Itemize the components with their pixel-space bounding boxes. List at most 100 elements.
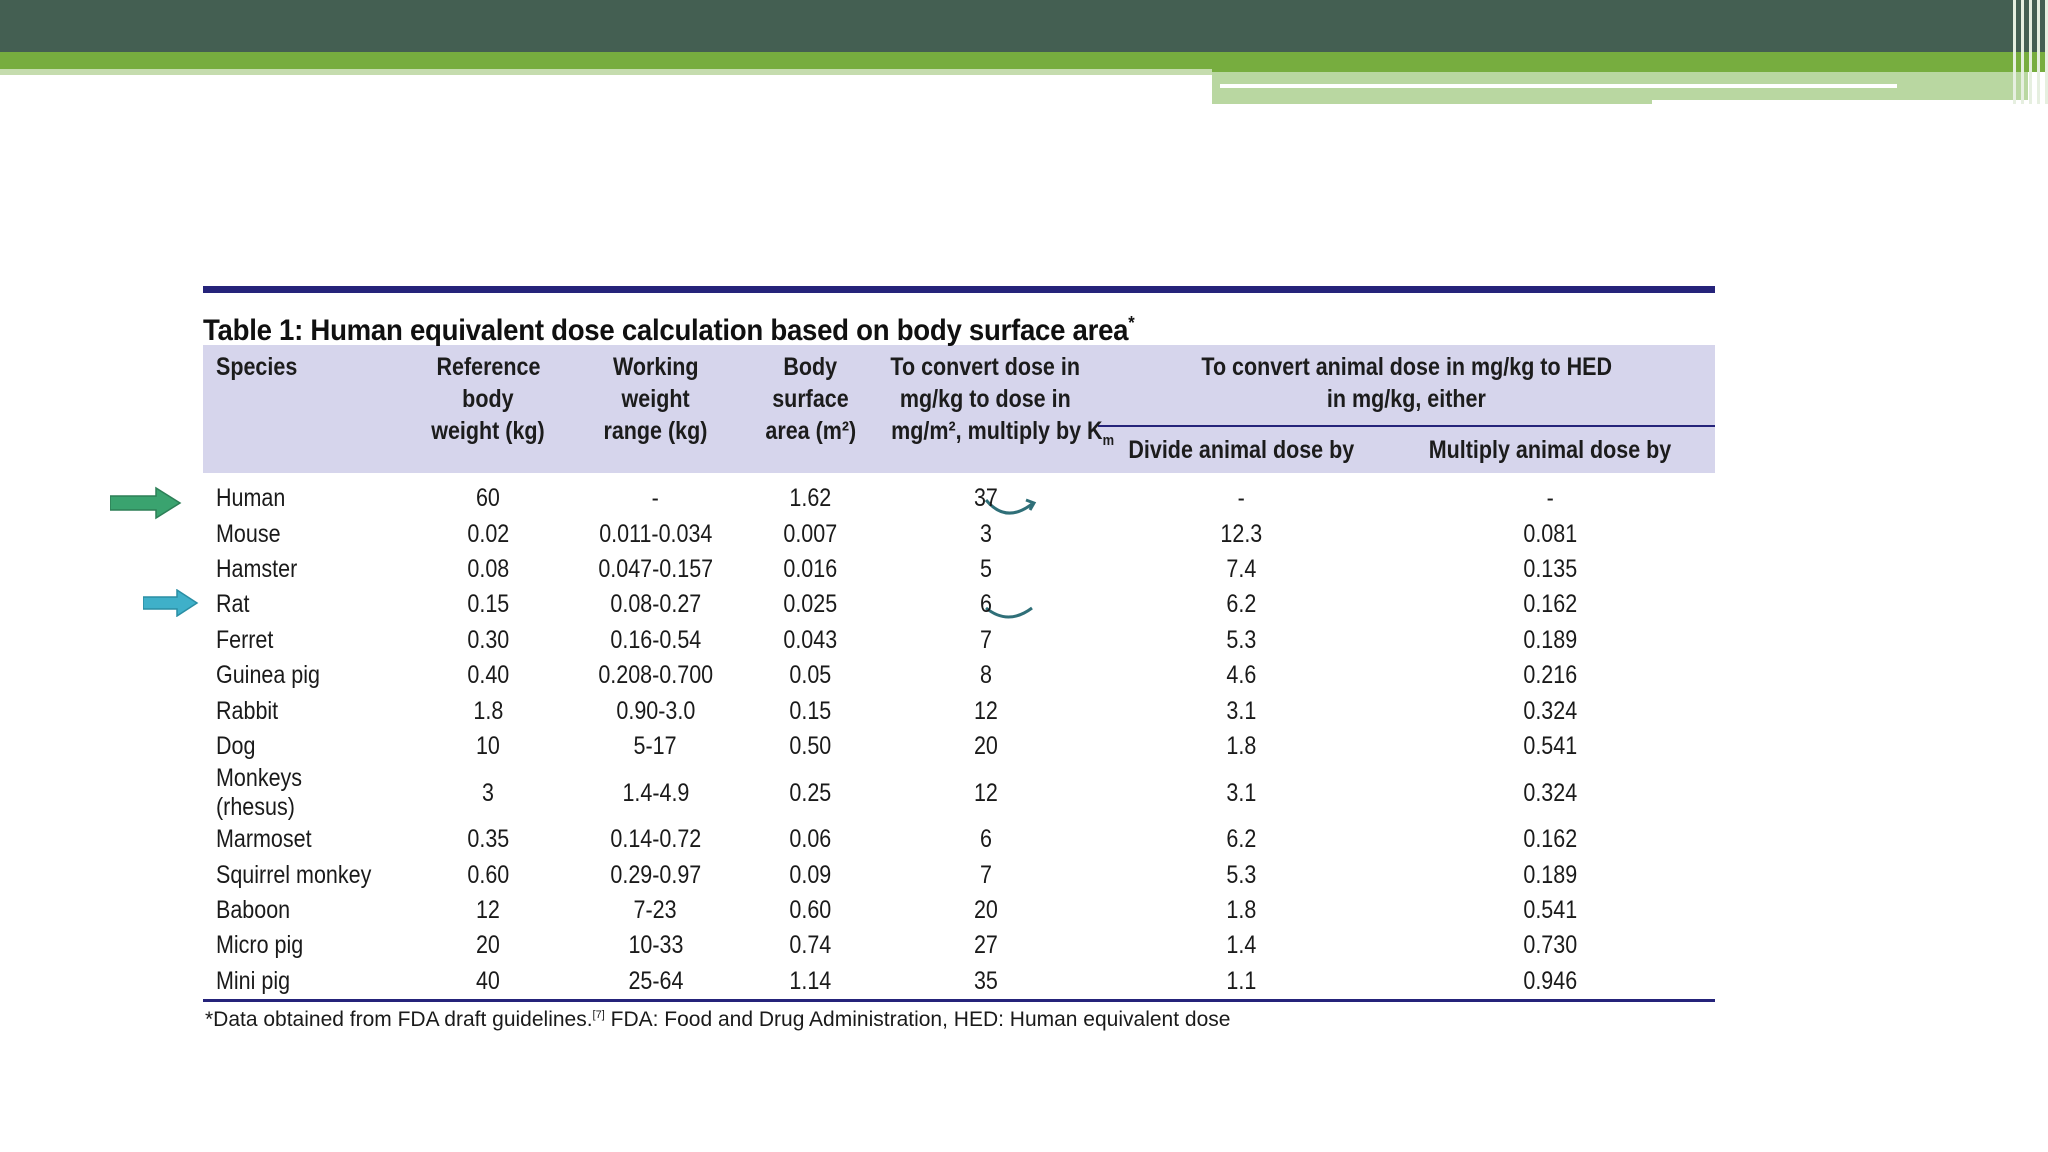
cell-divide: - [1237,484,1246,513]
cell-multiply: 0.541 [1523,731,1577,760]
cell-multiply: 0.324 [1523,696,1577,725]
cell-ref: 20 [476,931,500,960]
cell-divide: 1.8 [1226,731,1257,760]
annotation-curve-icon [985,606,1033,619]
column-header-species: Species [203,345,413,473]
cell-bsa: 1.14 [789,966,832,995]
cell-multiply: 0.324 [1523,778,1577,807]
cell-bsa: 0.25 [789,778,832,807]
cell-bsa: 0.06 [789,825,832,854]
table-top-rule [203,286,1715,293]
cell-km: 8 [979,661,992,690]
cell-km: 27 [973,931,998,960]
dose-table-figure: Table 1: Human equivalent dose calculati… [203,286,1716,1032]
cell-ref: 0.15 [467,590,509,619]
cell-bsa: 0.043 [783,625,838,654]
cell-bsa: 0.05 [789,661,832,690]
hed-table: Species Reference body weight (kg) Worki… [203,345,1716,999]
cell-multiply: 0.162 [1523,590,1577,619]
cell-species: Micro pig [216,931,304,960]
cell-multiply: 0.189 [1523,860,1577,889]
header-bar-dark [0,0,2048,52]
cell-species: Mini pig [216,966,291,995]
cell-range: 5-17 [633,731,678,760]
cell-divide: 4.6 [1226,661,1257,690]
cell-ref: 10 [476,731,500,760]
cell-km: 37 [973,484,998,513]
table-row: Mouse 0.02 0.011-0.034 0.007 3 12.3 0.081 [203,516,1715,551]
cell-bsa: 0.016 [783,554,838,583]
column-header-reference-weight: Reference body weight (kg) [413,345,563,473]
table-row: Marmoset 0.35 0.14-0.72 0.06 6 6.2 0.162 [203,822,1715,857]
cell-bsa: 0.60 [789,896,832,925]
header-bar-light [0,69,1212,75]
table-caption: Table 1: Human equivalent dose calculati… [203,313,1135,347]
cell-divide: 3.1 [1226,778,1257,807]
cell-species: Human [216,484,286,513]
cell-divide: 7.4 [1226,554,1257,583]
cell-multiply: 0.946 [1523,966,1577,995]
cell-ref: 3 [482,778,494,807]
cell-ref: 40 [476,966,500,995]
cell-km: 6 [979,825,992,854]
cell-divide: 1.4 [1226,931,1257,960]
column-header-working-range: Working weight range (kg) [563,345,748,473]
cell-ref: 0.08 [467,554,509,583]
cell-ref: 0.60 [467,860,509,889]
cell-km: 12 [973,696,998,725]
cell-range: 0.047-0.157 [598,554,713,583]
cell-species: Mouse [216,519,281,548]
column-header-km-factor: To convert dose in mg/kg to dose in mg/m… [873,345,1114,473]
header-bar-pale [1212,72,2028,104]
column-group-hed: To convert animal dose in mg/kg to HED i… [1098,345,1716,427]
table-row: Mini pig 40 25-64 1.14 35 1.1 0.946 [203,964,1715,999]
header-line [1220,84,1897,88]
cell-multiply: 0.541 [1523,896,1577,925]
table-bottom-rule [203,999,1715,1003]
cell-range: 1.4-4.9 [622,778,689,807]
cell-km: 7 [979,625,992,654]
table-row: Squirrel monkey 0.60 0.29-0.97 0.09 7 5.3 0.18… [203,858,1715,893]
column-header-multiply: Multiply animal dose by [1385,426,1716,473]
cell-divide: 5.3 [1226,860,1257,889]
cell-range: 10-33 [627,931,683,960]
cell-range: 0.208-0.700 [598,661,713,690]
column-header-divide: Divide animal dose by [1098,426,1385,473]
cell-range: 0.90-3.0 [616,696,695,725]
cell-ref: 1.8 [473,696,503,725]
cell-divide: 3.1 [1226,696,1257,725]
cell-bsa: 0.50 [789,731,832,760]
cell-range: 25-64 [627,966,683,995]
cell-divide: 1.1 [1226,966,1257,995]
header-line [1652,100,2028,104]
cell-species: Baboon [216,896,291,925]
cell-multiply: 0.081 [1523,519,1577,548]
cell-bsa: 0.025 [783,590,838,619]
cell-ref: 0.30 [467,625,509,654]
cell-multiply: 0.162 [1523,825,1577,854]
cell-range: 0.011-0.034 [598,519,713,548]
cell-range: 0.14-0.72 [610,825,701,854]
cell-divide: 6.2 [1226,590,1257,619]
cell-species: Marmoset [216,825,312,854]
cell-range: 7-23 [633,896,678,925]
header-stripes [1988,0,2048,104]
cell-multiply: 0.135 [1523,554,1577,583]
cell-divide: 12.3 [1220,519,1263,548]
cell-range: 0.16-0.54 [610,625,701,654]
cell-divide: 5.3 [1226,625,1257,654]
cell-ref: 60 [476,484,500,513]
cell-ref: 0.02 [467,519,509,548]
cell-km: 20 [973,896,998,925]
table-footnote: *Data obtained from FDA draft guidelines… [205,1008,1231,1032]
cell-ref: 12 [476,896,500,925]
table-row: Dog 10 5-17 0.50 20 1.8 0.541 [203,729,1715,764]
cell-divide: 1.8 [1226,896,1257,925]
cell-km: 7 [979,860,992,889]
table-row: Hamster 0.08 0.047-0.157 0.016 5 7.4 0.135 [203,552,1715,587]
cell-multiply: 0.189 [1523,625,1577,654]
table-row: Monkeys (rhesus) 3 1.4-4.9 0.25 12 3.1 0.324 [203,764,1715,822]
human-row-arrow-icon [110,486,182,520]
cell-bsa: 0.007 [783,519,838,548]
cell-multiply: - [1546,484,1554,513]
